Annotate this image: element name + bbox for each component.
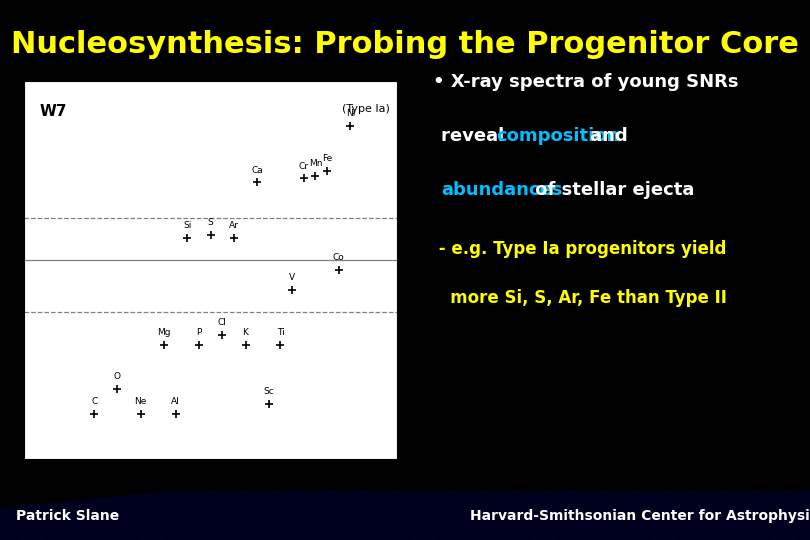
- Polygon shape: [349, 491, 810, 540]
- Text: - e.g. Type Ia progenitors yield: - e.g. Type Ia progenitors yield: [433, 240, 727, 258]
- Text: S: S: [207, 218, 214, 227]
- Text: Mn: Mn: [309, 159, 322, 167]
- Text: Al: Al: [171, 397, 180, 406]
- Polygon shape: [289, 491, 793, 540]
- Polygon shape: [710, 491, 810, 540]
- Text: composition: composition: [497, 127, 620, 145]
- Polygon shape: [0, 491, 402, 540]
- X-axis label: Z: Z: [206, 488, 215, 502]
- Text: C: C: [91, 397, 97, 406]
- Text: Ni: Ni: [346, 109, 355, 118]
- Polygon shape: [530, 491, 810, 540]
- Polygon shape: [0, 491, 463, 540]
- Text: Ar: Ar: [229, 221, 239, 230]
- Text: (Type Ia): (Type Ia): [342, 104, 390, 114]
- Text: P: P: [196, 328, 202, 336]
- Text: Nucleosynthesis: Probing the Progenitor Core: Nucleosynthesis: Probing the Progenitor …: [11, 30, 799, 59]
- Text: W7: W7: [39, 104, 66, 119]
- Polygon shape: [470, 491, 810, 540]
- Text: Sc: Sc: [263, 387, 275, 396]
- Text: Cl: Cl: [218, 318, 227, 327]
- Text: and: and: [584, 127, 628, 145]
- Polygon shape: [590, 491, 810, 540]
- Text: Fe: Fe: [322, 153, 332, 163]
- Title: Nomoto, Thielemann, & Yokoi 1984: Nomoto, Thielemann, & Yokoi 1984: [100, 64, 321, 77]
- Text: Harvard-Smithsonian Center for Astrophysics: Harvard-Smithsonian Center for Astrophys…: [470, 509, 810, 523]
- Text: Si: Si: [183, 221, 191, 230]
- Polygon shape: [109, 491, 612, 540]
- Text: reveal: reveal: [441, 127, 511, 145]
- Polygon shape: [0, 491, 282, 540]
- Text: Mg: Mg: [157, 328, 171, 336]
- Polygon shape: [0, 491, 432, 540]
- Polygon shape: [680, 491, 810, 540]
- Polygon shape: [500, 491, 810, 540]
- Polygon shape: [319, 491, 810, 540]
- Polygon shape: [0, 491, 221, 540]
- Polygon shape: [0, 491, 492, 540]
- Polygon shape: [49, 491, 552, 540]
- Polygon shape: [410, 491, 810, 540]
- Polygon shape: [770, 491, 810, 540]
- Text: Cr: Cr: [299, 161, 309, 171]
- Polygon shape: [139, 491, 642, 540]
- Polygon shape: [650, 491, 810, 540]
- Polygon shape: [740, 491, 810, 540]
- Polygon shape: [199, 491, 703, 540]
- Polygon shape: [620, 491, 810, 540]
- Text: Ca: Ca: [251, 165, 263, 174]
- Polygon shape: [560, 491, 810, 540]
- Text: Ti: Ti: [276, 328, 284, 336]
- Text: Ne: Ne: [134, 397, 147, 406]
- Polygon shape: [380, 491, 810, 540]
- Text: O: O: [114, 373, 121, 381]
- Polygon shape: [169, 491, 673, 540]
- Polygon shape: [440, 491, 810, 540]
- Polygon shape: [229, 491, 733, 540]
- Text: Patrick Slane: Patrick Slane: [16, 509, 119, 523]
- Polygon shape: [79, 491, 582, 540]
- Polygon shape: [0, 491, 312, 540]
- Polygon shape: [0, 491, 372, 540]
- Text: more Si, S, Ar, Fe than Type II: more Si, S, Ar, Fe than Type II: [433, 289, 727, 307]
- Text: abundances: abundances: [441, 181, 563, 199]
- Text: • X-ray spectra of young SNRs: • X-ray spectra of young SNRs: [433, 73, 739, 91]
- Polygon shape: [0, 491, 252, 540]
- Text: of stellar ejecta: of stellar ejecta: [529, 181, 694, 199]
- Polygon shape: [801, 491, 810, 540]
- Polygon shape: [0, 491, 342, 540]
- Polygon shape: [0, 491, 191, 540]
- Text: V: V: [289, 273, 295, 282]
- Polygon shape: [19, 491, 522, 540]
- Polygon shape: [259, 491, 763, 540]
- Text: Co: Co: [333, 253, 344, 262]
- Text: K: K: [242, 328, 249, 336]
